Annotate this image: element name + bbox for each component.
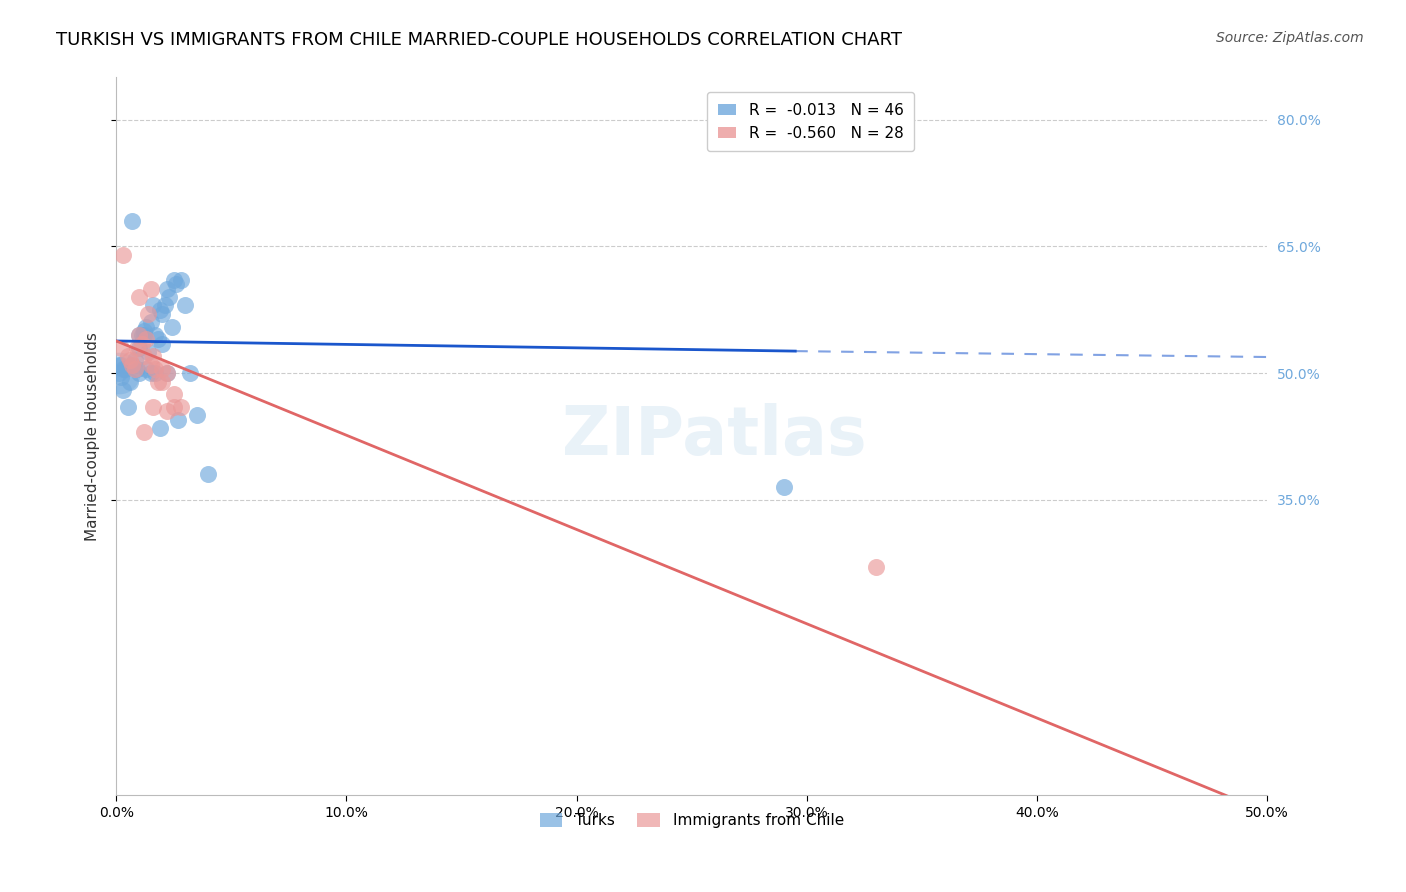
Point	[131, 328, 153, 343]
Point	[150, 336, 173, 351]
Point	[128, 328, 150, 343]
Text: ZIPatlas: ZIPatlas	[562, 403, 868, 469]
Point	[112, 383, 135, 397]
Point	[142, 400, 165, 414]
Point	[107, 366, 129, 380]
Point	[114, 362, 136, 376]
Point	[121, 214, 143, 228]
Point	[197, 467, 219, 482]
Point	[139, 358, 162, 372]
Text: TURKISH VS IMMIGRANTS FROM CHILE MARRIED-COUPLE HOUSEHOLDS CORRELATION CHART: TURKISH VS IMMIGRANTS FROM CHILE MARRIED…	[56, 31, 903, 49]
Point	[174, 298, 197, 312]
Point	[132, 328, 155, 343]
Point	[170, 273, 193, 287]
Point	[149, 302, 172, 317]
Point	[156, 404, 179, 418]
Point	[128, 341, 150, 355]
Point	[163, 400, 186, 414]
Point	[121, 358, 143, 372]
Point	[121, 358, 143, 372]
Point	[110, 358, 132, 372]
Point	[135, 362, 157, 376]
Point	[132, 324, 155, 338]
Point	[157, 290, 180, 304]
Point	[131, 336, 153, 351]
Point	[117, 400, 139, 414]
Point	[156, 366, 179, 380]
Legend: Turks, Immigrants from Chile: Turks, Immigrants from Chile	[533, 807, 851, 834]
Point	[186, 409, 208, 423]
Point	[150, 362, 173, 376]
Point	[110, 341, 132, 355]
Point	[125, 362, 148, 376]
Point	[120, 353, 142, 368]
Point	[156, 366, 179, 380]
Point	[128, 290, 150, 304]
Point	[135, 332, 157, 346]
Point	[110, 370, 132, 384]
Point	[124, 353, 146, 368]
Point	[865, 560, 887, 574]
Point	[107, 358, 129, 372]
Point	[107, 366, 129, 380]
Point	[132, 425, 155, 440]
Point	[160, 319, 183, 334]
Point	[125, 341, 148, 355]
Point	[139, 315, 162, 329]
Point	[124, 362, 146, 376]
Point	[128, 366, 150, 380]
Point	[117, 349, 139, 363]
Point	[156, 282, 179, 296]
Point	[150, 375, 173, 389]
Point	[135, 319, 157, 334]
Point	[142, 298, 165, 312]
Point	[139, 366, 162, 380]
Point	[146, 332, 169, 346]
Point	[165, 277, 187, 292]
Point	[167, 412, 190, 426]
Point	[132, 349, 155, 363]
Point	[145, 362, 167, 376]
Y-axis label: Married-couple Households: Married-couple Households	[86, 332, 100, 541]
Point	[772, 480, 794, 494]
Point	[163, 387, 186, 401]
Point	[120, 375, 142, 389]
Point	[138, 345, 160, 359]
Point	[149, 421, 172, 435]
Point	[145, 366, 167, 380]
Point	[128, 328, 150, 343]
Point	[145, 328, 167, 343]
Text: Source: ZipAtlas.com: Source: ZipAtlas.com	[1216, 31, 1364, 45]
Point	[112, 248, 135, 262]
Point	[142, 349, 165, 363]
Point	[170, 400, 193, 414]
Point	[138, 307, 160, 321]
Point	[153, 298, 176, 312]
Point	[139, 282, 162, 296]
Point	[146, 375, 169, 389]
Point	[163, 273, 186, 287]
Point	[179, 366, 201, 380]
Point	[112, 362, 135, 376]
Point	[150, 307, 173, 321]
